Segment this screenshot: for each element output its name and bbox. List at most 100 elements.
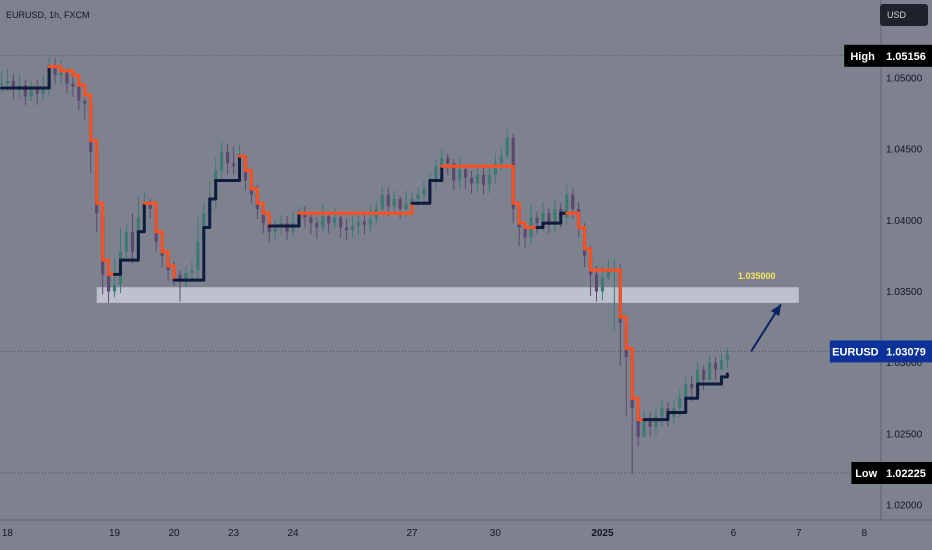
trailing-stop-step-49 <box>291 211 301 228</box>
candle-body-73 <box>434 166 438 181</box>
trailing-stop-step-17 <box>101 258 111 276</box>
trailing-stop-step-104 <box>618 315 628 350</box>
candle-body-100 <box>594 274 599 292</box>
candle-body-64 <box>380 194 384 209</box>
price-tag-value-2: 1.02225 <box>886 468 926 480</box>
candle-body-56 <box>333 217 337 224</box>
candle-body-93 <box>553 208 557 224</box>
trailing-stop-step-12 <box>71 73 81 87</box>
candle-body-75 <box>446 157 450 164</box>
price-tag-label-box-1 <box>829 340 881 363</box>
candle-body-69 <box>410 198 414 204</box>
candle-body-7 <box>41 89 45 94</box>
candle-body-61 <box>362 221 367 225</box>
candle-body-82 <box>487 174 491 185</box>
candle-body-19 <box>112 284 117 292</box>
candle-body-11 <box>65 72 69 84</box>
price-tag-label-0: High <box>850 51 875 63</box>
candle-body-108 <box>642 419 646 437</box>
y-tick-label-1: 1.02500 <box>886 429 923 440</box>
candle-body-81 <box>481 174 486 185</box>
price-tag-value-box-1 <box>881 340 932 363</box>
trailing-stop-step-103 <box>612 268 622 319</box>
candle-body-1 <box>5 80 10 84</box>
candle-body-13 <box>77 86 81 101</box>
trailing-stop-step-98 <box>583 247 593 272</box>
candle-body-25 <box>148 203 152 209</box>
candle-body-92 <box>547 213 551 224</box>
price-tag-value-0: 1.05156 <box>886 51 926 63</box>
price-tag-label-box-0 <box>844 44 881 67</box>
candle-body-119 <box>707 362 712 380</box>
currency-button[interactable]: USD <box>880 4 928 26</box>
price-tag-label-2: Low <box>855 468 877 480</box>
candle-body-114 <box>678 398 682 409</box>
trailing-stop-step-43 <box>255 201 265 215</box>
candle-body-84 <box>499 156 503 164</box>
trailing-stop-step-33 <box>196 225 206 282</box>
candle-body-31 <box>184 272 188 281</box>
x-tick-label-4: 24 <box>287 528 299 539</box>
trailing-stop-step-86 <box>511 201 521 225</box>
trailing-stop-step-16 <box>95 201 105 262</box>
candle-body-4 <box>23 85 27 97</box>
time-axis[interactable]: 18 19 20 23 24 27 30 2025 6 7 8 <box>2 528 868 539</box>
candle-body-120 <box>713 362 718 370</box>
candle-body-122 <box>725 354 729 360</box>
price-axis[interactable]: 1.02000 1.02500 1.03000 1.03500 1.04000 1.045… <box>886 74 923 512</box>
y-tick-label-5: 1.04500 <box>886 145 923 156</box>
price-tags-layer: High 1.05156 EURUSD 1.03079 Low 1.02225 <box>829 44 932 484</box>
candle-body-116 <box>690 384 694 389</box>
projection-arrow-head <box>770 304 781 317</box>
candle-body-111 <box>660 408 664 417</box>
price-tag-label-1: EURUSD <box>832 346 879 358</box>
trailing-stop-step-120 <box>714 375 723 386</box>
projection-arrow-layer <box>750 303 782 352</box>
trailing-stop-step-116 <box>690 382 700 400</box>
candle-body-14 <box>83 100 87 104</box>
trailing-stop-step-105 <box>624 346 634 400</box>
candle-body-58 <box>345 227 349 231</box>
x-tick-label-5: 27 <box>406 528 418 539</box>
x-tick-label-9: 7 <box>796 528 802 539</box>
trailing-stop-step-23 <box>136 201 146 234</box>
trailing-stop-step-97 <box>577 225 587 251</box>
candle-body-96 <box>571 194 575 209</box>
x-tick-label-6: 30 <box>490 528 502 539</box>
candle-body-59 <box>350 226 355 231</box>
trailing-stop-step-13 <box>77 83 87 97</box>
candle-body-121 <box>719 359 724 370</box>
y-tick-label-6: 1.05000 <box>886 74 923 85</box>
candle-body-21 <box>124 231 129 252</box>
candle-body-88 <box>523 227 527 238</box>
candle-body-22 <box>130 231 134 252</box>
candle-body-46 <box>273 227 277 232</box>
candle-body-51 <box>303 213 307 218</box>
candle-body-68 <box>404 203 408 209</box>
candle-body-101 <box>600 277 605 292</box>
y-tick-label-4: 1.04000 <box>886 216 923 227</box>
trailing-stop-step-28 <box>166 264 176 282</box>
price-tag-value-box-0 <box>881 44 932 67</box>
trailing-stop-step-22 <box>130 230 140 262</box>
trailing-stop-step-25 <box>148 201 158 234</box>
x-tick-label-10: 8 <box>861 528 867 539</box>
x-tick-label-2: 20 <box>168 528 180 539</box>
trailing-stop-step-68 <box>404 201 414 215</box>
candle-body-52 <box>309 217 313 224</box>
candle-body-0 <box>0 83 4 85</box>
trailing-stop-step-96 <box>571 211 581 229</box>
candle-body-18 <box>107 274 111 292</box>
candle-body-44 <box>261 208 265 224</box>
y-tick-label-0: 1.02000 <box>886 501 923 512</box>
candle-body-10 <box>59 72 63 76</box>
trailing-stop-step-35 <box>208 178 218 201</box>
candle-body-76 <box>452 163 456 181</box>
candle-body-91 <box>541 213 545 224</box>
candle-body-66 <box>392 198 396 207</box>
candle-body-95 <box>565 194 569 218</box>
trailing-stop-layer <box>0 65 729 422</box>
trailing-stop-step-71 <box>422 178 432 205</box>
